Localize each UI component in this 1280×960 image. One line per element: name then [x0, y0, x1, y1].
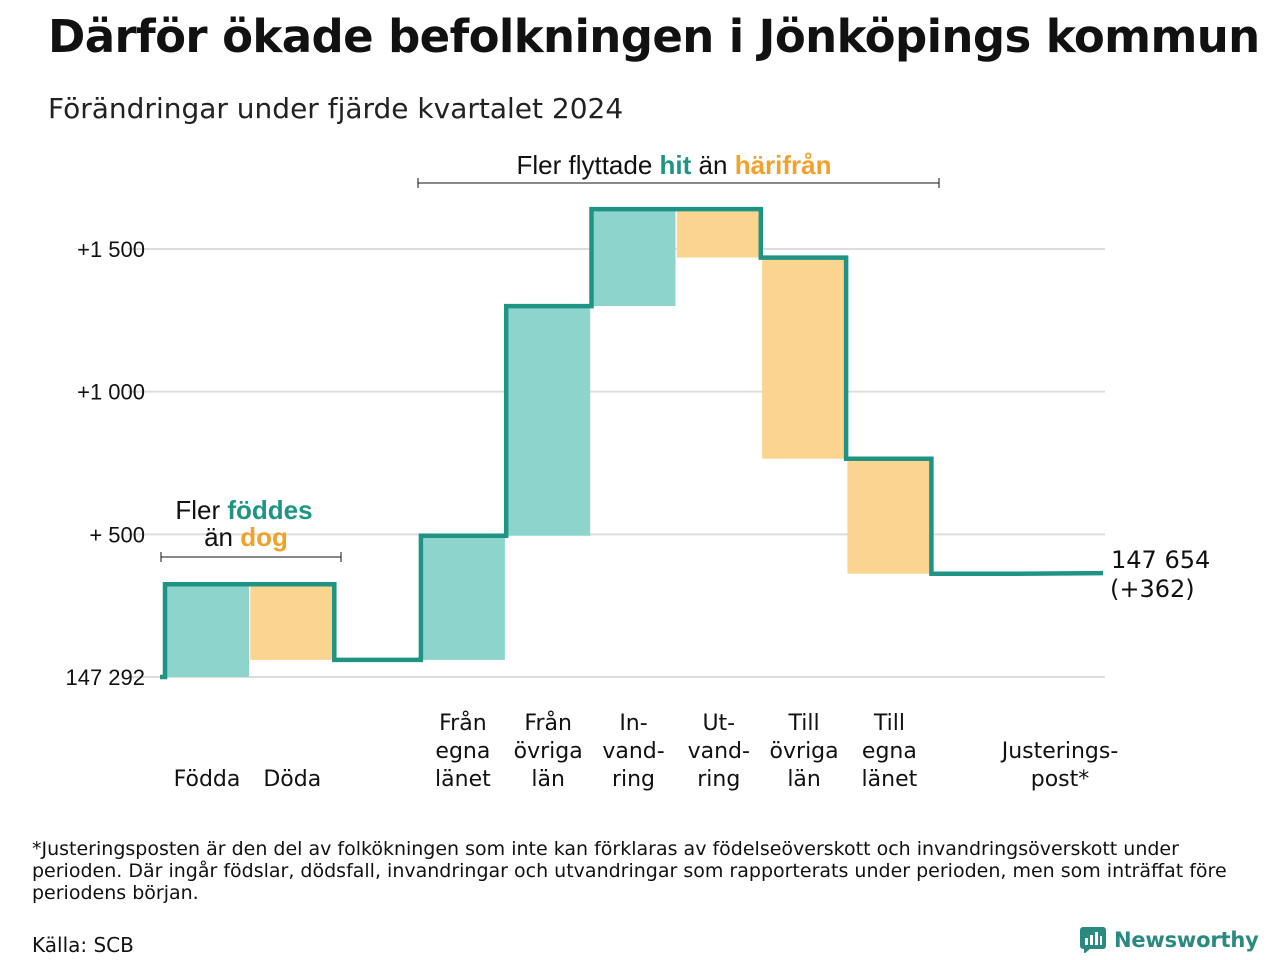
chart-title: Därför ökade befolkningen i Jönköpings k… [48, 10, 1260, 63]
category-label: Från egna länet [435, 710, 491, 792]
migration-annotation: Fler flyttade hit än härifrån [417, 150, 940, 188]
svg-text:Fler föddes: Fler föddes [175, 495, 312, 525]
category-labels: Födda Döda Från egna länet Från övriga län In-va… [174, 710, 1119, 792]
y-tick-label: +1 500 [77, 237, 145, 262]
category-label: Ut-vand-ring [688, 711, 750, 792]
bar [591, 209, 676, 307]
bar [506, 306, 591, 536]
births-annotation: Fler föddes än dog [160, 495, 342, 562]
source-label: Källa: SCB [32, 933, 134, 957]
brand-name: Newsworthy [1114, 928, 1259, 952]
y-tick-label: + 500 [89, 522, 145, 547]
bar [420, 535, 505, 660]
category-label: In-vand-ring [602, 711, 664, 792]
category-label: Födda [174, 767, 241, 792]
y-tick-label: +1 000 [77, 380, 145, 405]
category-label: Till egna länet [862, 711, 918, 792]
svg-text:än dog: än dog [204, 522, 288, 552]
bar [847, 458, 932, 574]
y-axis-ticks: 147 292 + 500 +1 000 +1 500 [65, 237, 145, 690]
deaths-annotation-highlight: dog [240, 522, 288, 552]
migration-annotation-mid: än [691, 150, 734, 180]
newsworthy-logo-icon [1080, 927, 1106, 953]
category-label: Till övriga län [770, 711, 839, 792]
footnote: *Justeringsposten är den del av folkökni… [32, 838, 1227, 904]
cumulative-step-line [160, 206, 1104, 680]
step-line [160, 206, 1104, 680]
bar [762, 257, 847, 459]
births-annotation-pre: Fler [175, 495, 227, 525]
bar [250, 584, 335, 660]
migration-annotation-pre: Fler flyttade [516, 150, 659, 180]
bar [165, 584, 249, 677]
category-label: Justerings-post* [1000, 739, 1119, 792]
bars [165, 209, 932, 677]
migration-annotation-in: hit [660, 150, 692, 180]
waterfall-chart: 147 292 + 500 +1 000 +1 500 Födda Döda Från eg… [65, 150, 1210, 792]
y-tick-label: 147 292 [65, 665, 145, 690]
category-label: Från övriga län [514, 710, 583, 792]
category-label: Döda [263, 767, 321, 792]
deaths-annotation-pre: än [204, 522, 240, 552]
end-value-label: 147 654 [1111, 546, 1210, 574]
chart-subtitle: Förändringar under fjärde kvartalet 2024 [48, 92, 624, 125]
bar [676, 209, 761, 258]
end-change-label: (+362) [1110, 575, 1195, 603]
migration-annotation-out: härifrån [735, 150, 832, 180]
brand-logo[interactable]: Newsworthy [1080, 927, 1259, 953]
svg-text:Fler flyttade hit än härifrån: Fler flyttade hit än härifrån [516, 150, 831, 180]
births-annotation-highlight: föddes [227, 495, 312, 525]
